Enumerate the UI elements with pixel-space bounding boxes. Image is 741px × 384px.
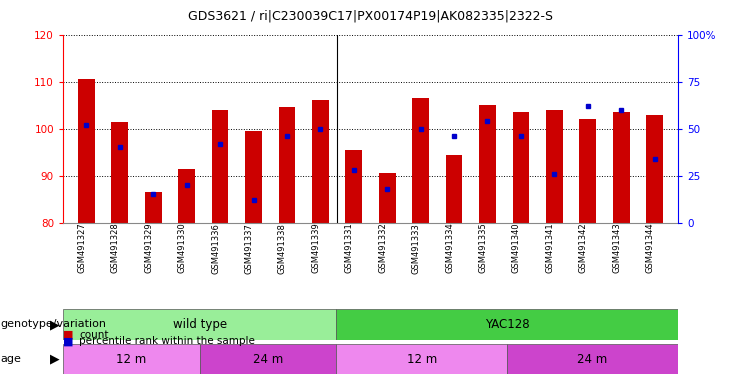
Bar	[111, 122, 128, 223]
Text: ▶: ▶	[50, 353, 59, 366]
Text: ▶: ▶	[50, 318, 59, 331]
Bar	[345, 150, 362, 223]
Text: GSM491342: GSM491342	[579, 223, 588, 273]
Bar	[78, 79, 95, 223]
Bar	[245, 131, 262, 223]
Bar	[379, 173, 396, 223]
Text: GSM491344: GSM491344	[645, 223, 654, 273]
Text: GSM491338: GSM491338	[278, 223, 287, 273]
Bar	[507, 344, 678, 374]
Bar	[212, 110, 228, 223]
Bar	[145, 192, 162, 223]
Text: GSM491329: GSM491329	[144, 223, 153, 273]
Text: GSM491328: GSM491328	[111, 223, 120, 273]
Bar	[445, 154, 462, 223]
Text: GDS3621 / ri|C230039C17|PX00174P19|AK082335|2322-S: GDS3621 / ri|C230039C17|PX00174P19|AK082…	[188, 10, 553, 23]
Text: 24 m: 24 m	[253, 353, 283, 366]
Text: 12 m: 12 m	[116, 353, 147, 366]
Bar	[336, 344, 507, 374]
Text: GSM491340: GSM491340	[512, 223, 521, 273]
Text: count: count	[79, 330, 109, 340]
Text: GSM491333: GSM491333	[412, 223, 421, 273]
Bar	[312, 100, 329, 223]
Bar	[336, 309, 678, 340]
Text: GSM491335: GSM491335	[479, 223, 488, 273]
Bar	[513, 112, 529, 223]
Text: percentile rank within the sample: percentile rank within the sample	[79, 336, 255, 346]
Text: 12 m: 12 m	[407, 353, 437, 366]
Bar	[579, 119, 596, 223]
Text: genotype/variation: genotype/variation	[1, 319, 107, 329]
Text: age: age	[1, 354, 21, 364]
Text: ■: ■	[63, 330, 73, 340]
Text: GSM491330: GSM491330	[178, 223, 187, 273]
Text: YAC128: YAC128	[485, 318, 530, 331]
Text: GSM491337: GSM491337	[245, 223, 253, 273]
Text: GSM491334: GSM491334	[445, 223, 454, 273]
Bar	[546, 110, 562, 223]
Bar	[279, 108, 296, 223]
Text: GSM491336: GSM491336	[211, 223, 220, 273]
Bar	[179, 169, 195, 223]
Text: wild type: wild type	[173, 318, 227, 331]
Text: GSM491327: GSM491327	[77, 223, 87, 273]
Text: GSM491331: GSM491331	[345, 223, 353, 273]
Bar	[613, 112, 630, 223]
Bar	[63, 344, 199, 374]
Text: GSM491341: GSM491341	[545, 223, 554, 273]
Bar	[199, 344, 336, 374]
Bar	[412, 98, 429, 223]
Text: ■: ■	[63, 336, 73, 346]
Text: GSM491332: GSM491332	[378, 223, 388, 273]
Bar	[63, 309, 336, 340]
Text: 24 m: 24 m	[577, 353, 608, 366]
Text: GSM491339: GSM491339	[311, 223, 320, 273]
Bar	[479, 105, 496, 223]
Bar	[646, 114, 663, 223]
Text: GSM491343: GSM491343	[612, 223, 621, 273]
